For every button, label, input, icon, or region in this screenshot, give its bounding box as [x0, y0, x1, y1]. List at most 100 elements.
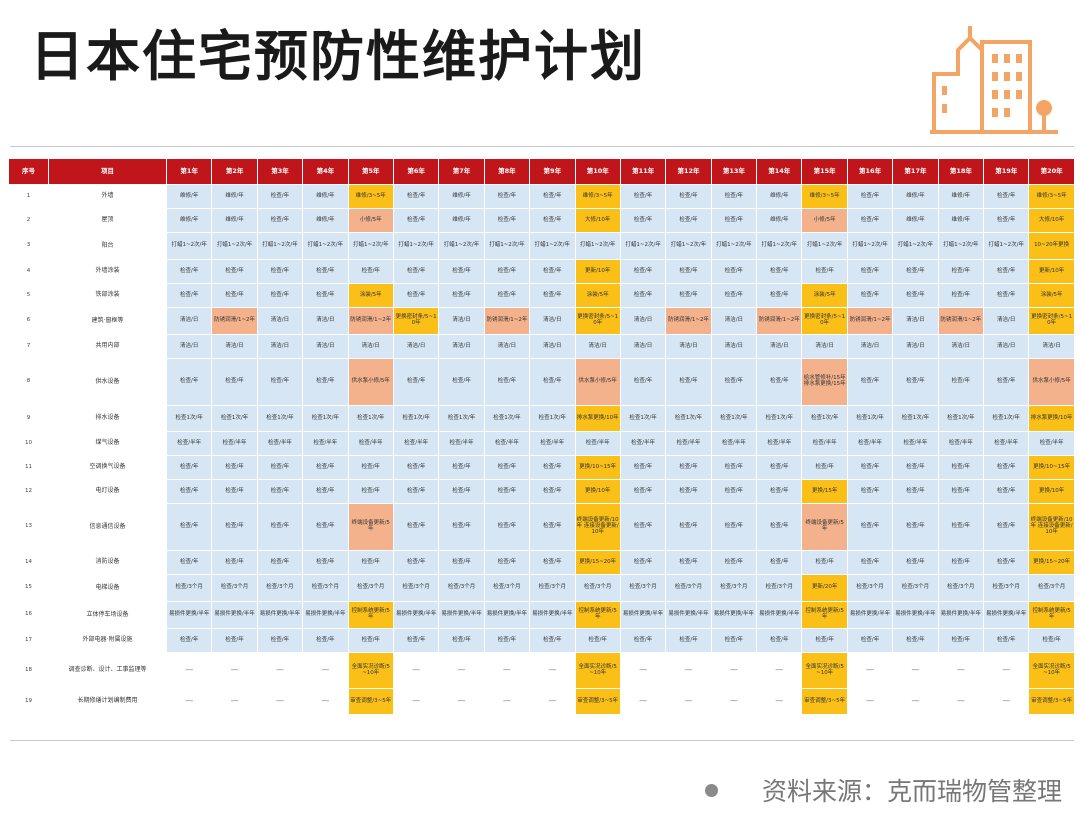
header-seq: 序号 [8, 158, 49, 185]
plan-cell: 更换/10年 [574, 479, 621, 504]
plan-cell: 易损件更换/半年 [302, 601, 349, 629]
header-year: 第20年 [1028, 158, 1075, 185]
plan-cell: 打蜡1~2次/年 [347, 232, 394, 260]
plan-cell: 检查/年 [619, 550, 667, 575]
header-year: 第14年 [756, 158, 803, 185]
plan-cell: 检查/年 [665, 184, 712, 209]
plan-cell: 打蜡1~2次/年 [574, 232, 621, 260]
table-row: 9 排水设备 检查1次/年 检查1次/年 检查1次/年 检查1次/年 检查1次/年 检查1次/… [8, 405, 1075, 432]
plan-cell: 清洁/日 [574, 334, 621, 359]
plan-cell: 清洁/日 [619, 307, 667, 335]
plan-cell: 更新/10年 [1028, 259, 1075, 284]
plan-cell: 易损件更换/半年 [892, 601, 939, 629]
table-row: 7 共用内部 清洁/日 清洁/日 清洁/日 清洁/日 清洁/日 清洁/日 清洁/日 清洁/日 清洁/… [8, 334, 1075, 359]
plan-cell: 维修/年 [438, 184, 485, 209]
source-note: 资料来源：克而瑞物管整理 [704, 772, 1062, 808]
plan-cell: 维修/3~5年 [801, 184, 848, 209]
plan-cell: 易损件更换/半年 [483, 601, 531, 629]
plan-cell: 检查/年 [302, 628, 349, 653]
row-number: 11 [8, 455, 49, 480]
plan-cell: 检查/年 [165, 455, 213, 480]
plan-cell: 检查/年 [665, 208, 712, 233]
plan-cell: 检查/半年 [846, 431, 894, 456]
plan-cell: 检查/年 [665, 479, 712, 504]
plan-cell: 清洁/日 [392, 334, 440, 359]
plan-cell: 维修/年 [892, 184, 939, 209]
item-name: 调查诊断、设计、工事监理等 [48, 652, 167, 689]
plan-cell: 检查1次/年 [846, 405, 894, 432]
plan-cell: 打蜡1~2次/年 [302, 232, 349, 260]
table-row: 19 长期修缮计划编制费用 — — — — 审查调整/3~5年 — — — — 审查调整/3~5年 — —… [8, 688, 1075, 715]
plan-cell: — [256, 688, 304, 715]
plan-cell: 检查/年 [438, 259, 485, 284]
plan-cell: 供水泵小修/5年 [574, 358, 621, 406]
plan-cell: 更换/10年 [1028, 479, 1075, 504]
row-number: 2 [8, 208, 49, 233]
plan-cell: 维修/年 [302, 208, 349, 233]
plan-cell: — [165, 688, 213, 715]
plan-cell: 检查/年 [211, 628, 258, 653]
plan-cell: 防锈润滑/1~2年 [937, 307, 985, 335]
plan-cell: 检查1次/年 [665, 405, 712, 432]
plan-cell: — [665, 652, 712, 689]
plan-cell: 检查/年 [892, 358, 939, 406]
plan-cell: 检查/半年 [937, 431, 985, 456]
header-year: 第12年 [665, 158, 712, 185]
plan-cell: 检查/3个月 [347, 574, 394, 602]
plan-cell: 检查/年 [710, 550, 758, 575]
plan-cell: 检查/年 [256, 479, 304, 504]
plan-cell: 涂装/5年 [1028, 283, 1075, 308]
plan-cell: 检查/年 [846, 479, 894, 504]
plan-cell: 检查/年 [211, 259, 258, 284]
item-name: 屋顶 [48, 208, 167, 233]
plan-cell: 检查/年 [937, 259, 985, 284]
plan-cell: 检查/年 [256, 455, 304, 480]
plan-cell: 打蜡1~2次/年 [756, 232, 803, 260]
plan-cell: 清洁/日 [347, 334, 394, 359]
plan-cell: 检查/年 [483, 208, 531, 233]
row-number: 5 [8, 283, 49, 308]
plan-cell: 检查/年 [756, 455, 803, 480]
row-number: 15 [8, 574, 49, 602]
source-text: 资料来源：克而瑞物管整理 [761, 777, 1062, 806]
plan-cell: 维修/年 [937, 184, 985, 209]
plan-cell: 检查/年 [256, 358, 304, 406]
plan-cell: 检查/年 [937, 479, 985, 504]
plan-cell: 检查1次/年 [347, 405, 394, 432]
plan-cell: 打蜡1~2次/年 [392, 232, 440, 260]
table-row: 1 外墙 维修/年 维修/年 检查/年 维修/年 维修/3~5年 检查/年 维修/年 检查/年 检查… [8, 184, 1075, 209]
plan-cell: 检查1次/年 [302, 405, 349, 432]
plan-cell: 检查/年 [846, 259, 894, 284]
plan-cell: 检查/年 [392, 259, 440, 284]
table-row: 11 空调换气设备 检查/年 检查/年 检查/年 检查/年 检查/年 检查/年 检查/年 检查/年… [8, 455, 1075, 480]
plan-cell: 检查/年 [983, 550, 1030, 575]
plan-cell: 小修/5年 [347, 208, 394, 233]
plan-cell: 清洁/日 [892, 307, 939, 335]
plan-cell: 易损件更换/半年 [619, 601, 667, 629]
plan-cell: 检查/年 [846, 503, 894, 551]
plan-cell: — [710, 688, 758, 715]
plan-cell: 检查/年 [529, 358, 576, 406]
plan-cell: 易损件更换/半年 [710, 601, 758, 629]
plan-cell: 检查/3个月 [892, 574, 939, 602]
plan-cell: 检查/年 [710, 455, 758, 480]
plan-cell: — [438, 688, 485, 715]
plan-cell: 打蜡1~2次/年 [937, 232, 985, 260]
row-number: 3 [8, 232, 49, 260]
plan-cell: 检查/年 [983, 184, 1030, 209]
plan-cell: 清洁/日 [256, 334, 304, 359]
plan-cell: 终端设备更新/5年 [347, 503, 394, 551]
plan-cell: 全面实况诊断/5~10年 [347, 652, 394, 689]
item-name: 外部电器·附属设施 [48, 628, 167, 653]
plan-cell: 大修/10年 [574, 208, 621, 233]
plan-cell: 维修/年 [438, 208, 485, 233]
plan-cell: 检查/年 [892, 503, 939, 551]
item-name: 空调换气设备 [48, 455, 167, 480]
plan-cell: 更换/10~15年 [1028, 455, 1075, 480]
plan-cell: 检查/年 [710, 479, 758, 504]
plan-cell: 检查/半年 [1028, 431, 1075, 456]
plan-cell: 检查/年 [302, 358, 349, 406]
plan-cell: 易损件更换/半年 [983, 601, 1030, 629]
plan-cell: 检查/年 [483, 628, 531, 653]
plan-cell: 易损件更换/半年 [438, 601, 485, 629]
